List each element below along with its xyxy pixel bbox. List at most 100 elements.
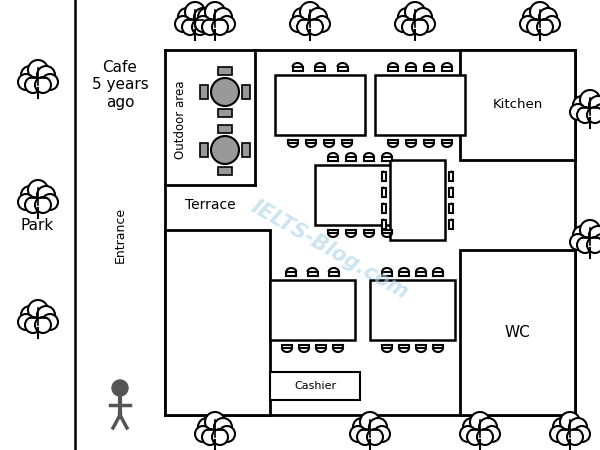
Circle shape [577,107,593,123]
Circle shape [570,234,586,250]
Circle shape [367,429,383,445]
Circle shape [212,429,228,445]
Circle shape [560,412,580,432]
Circle shape [357,429,373,445]
Bar [399,272,409,275]
Bar [416,345,426,348]
Bar [406,140,416,143]
Bar [306,140,316,143]
Bar [433,345,443,348]
Bar [242,143,250,157]
Text: Cafe
5 years
ago: Cafe 5 years ago [92,60,148,110]
Bar [218,67,232,75]
Circle shape [202,19,218,35]
Text: Outdoor area: Outdoor area [173,81,187,159]
Circle shape [353,418,371,436]
Circle shape [18,74,34,90]
Circle shape [350,426,366,442]
Bar [382,220,386,229]
Circle shape [589,226,600,244]
Circle shape [112,380,128,396]
Bar [316,345,326,348]
Bar [424,140,434,143]
Circle shape [205,2,225,22]
Circle shape [175,16,191,32]
Circle shape [544,16,560,32]
Circle shape [553,418,571,436]
Bar [346,157,356,161]
Circle shape [374,426,390,442]
Bar [218,125,232,133]
Circle shape [398,8,416,26]
Bar [399,345,409,348]
Circle shape [290,16,306,32]
Circle shape [574,426,590,442]
Circle shape [21,186,39,204]
Circle shape [484,426,500,442]
Bar [382,203,386,212]
Circle shape [35,77,51,93]
Bar [315,67,325,71]
Bar [424,67,434,71]
Bar [449,188,452,197]
Bar [449,203,452,212]
Circle shape [580,220,600,240]
Bar [449,171,452,180]
Text: IELTS-Blog.com: IELTS-Blog.com [248,197,412,303]
Text: Terrace: Terrace [185,198,235,212]
Circle shape [219,426,235,442]
Circle shape [577,237,593,253]
Text: Entrance: Entrance [113,207,127,263]
Bar [382,272,392,275]
Circle shape [28,60,48,80]
Circle shape [405,2,425,22]
Bar [364,230,374,233]
Text: Park: Park [20,217,53,233]
Bar [416,272,426,275]
Circle shape [178,8,196,26]
Circle shape [587,107,600,123]
Circle shape [21,306,39,324]
Circle shape [211,136,239,164]
Text: Kitchen: Kitchen [493,99,542,112]
Circle shape [35,197,51,213]
Circle shape [182,19,198,35]
Bar [449,220,452,229]
Circle shape [18,314,34,330]
Circle shape [573,226,591,244]
Circle shape [211,78,239,106]
Circle shape [195,16,211,32]
Circle shape [185,2,205,22]
Bar [382,230,392,233]
Circle shape [523,8,541,26]
Circle shape [21,66,39,84]
Circle shape [198,8,216,26]
Bar [270,372,360,400]
Circle shape [18,194,34,210]
Circle shape [28,300,48,320]
Circle shape [199,16,215,32]
Circle shape [412,19,428,35]
Circle shape [214,418,232,436]
Circle shape [557,429,573,445]
Circle shape [214,8,232,26]
Circle shape [42,74,58,90]
Bar [382,171,386,180]
Circle shape [550,426,566,442]
Bar [460,50,575,160]
Circle shape [539,8,557,26]
Bar [390,160,445,240]
Circle shape [25,317,41,333]
Bar [324,140,334,143]
Bar [282,345,292,348]
Text: WC: WC [505,325,530,340]
Circle shape [35,317,51,333]
Circle shape [360,412,380,432]
Circle shape [42,314,58,330]
Bar [342,140,352,143]
Circle shape [202,429,218,445]
Circle shape [402,19,418,35]
Circle shape [369,418,387,436]
Circle shape [309,8,327,26]
Bar [346,230,356,233]
